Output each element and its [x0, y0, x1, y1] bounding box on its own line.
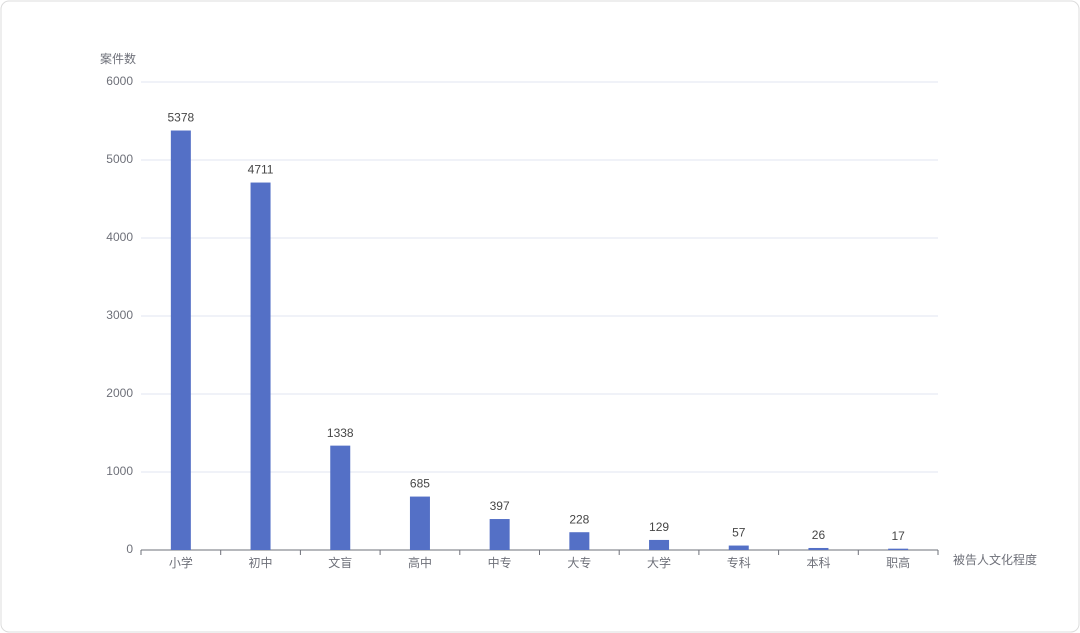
value-label: 129	[649, 520, 669, 534]
y-tick-label: 2000	[106, 386, 133, 400]
x-tick-label: 中专	[488, 555, 512, 570]
x-tick-label: 初中	[249, 555, 273, 570]
x-tick-label: 小学	[169, 555, 193, 570]
x-tick-label: 职高	[886, 555, 910, 570]
value-label: 4711	[248, 163, 274, 177]
value-label: 1338	[327, 426, 354, 440]
bar	[888, 548, 909, 550]
value-label: 26	[812, 528, 826, 542]
value-label: 17	[891, 529, 905, 543]
bar	[569, 532, 590, 550]
y-tick-label: 6000	[106, 74, 133, 88]
x-tick-label: 大学	[647, 555, 671, 570]
y-tick-label: 4000	[106, 230, 133, 244]
value-label: 228	[569, 512, 589, 526]
bar	[808, 547, 829, 550]
x-tick-label: 专科	[727, 555, 751, 570]
value-label: 685	[410, 477, 430, 491]
x-tick-label: 大专	[567, 555, 591, 570]
bar	[330, 445, 351, 550]
value-label: 57	[732, 526, 746, 540]
y-axis-label: 案件数	[100, 51, 136, 66]
y-tick-label: 3000	[106, 308, 133, 322]
bar	[250, 182, 271, 551]
y-tick-label: 5000	[106, 152, 133, 166]
bar	[728, 545, 749, 550]
value-label: 5378	[167, 111, 194, 125]
bar	[489, 519, 510, 550]
x-tick-label: 高中	[408, 555, 432, 570]
y-tick-label: 0	[126, 542, 133, 556]
x-tick-label: 本科	[806, 556, 830, 570]
x-axis-label: 被告人文化程度	[953, 552, 1037, 567]
bar	[170, 130, 191, 551]
x-tick-label: 文盲	[328, 555, 352, 570]
bar	[409, 496, 430, 550]
y-tick-label: 1000	[106, 464, 133, 478]
value-label: 397	[490, 499, 510, 513]
bar	[649, 539, 670, 550]
